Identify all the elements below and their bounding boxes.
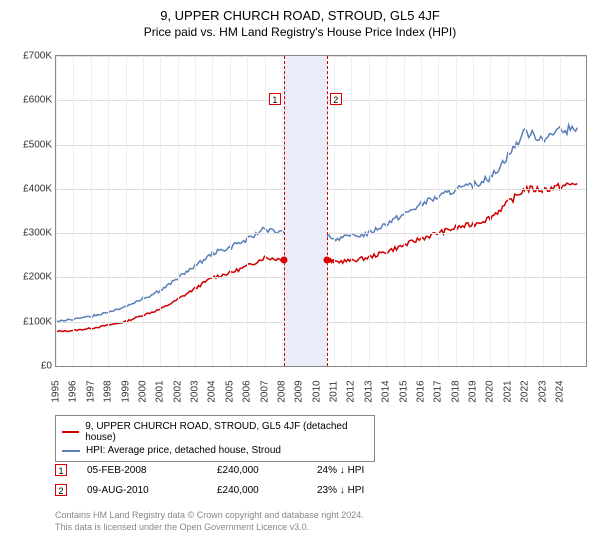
x-axis-label: 2021 (502, 380, 513, 402)
x-axis-label: 1998 (103, 380, 114, 402)
y-axis-label: £200K (23, 272, 52, 283)
sale-row-marker: 2 (55, 484, 67, 496)
x-axis-label: 1995 (51, 380, 62, 402)
x-axis-label: 2011 (329, 381, 340, 403)
x-axis-label: 2004 (207, 380, 218, 402)
chart-container: 9, UPPER CHURCH ROAD, STROUD, GL5 4JF Pr… (0, 0, 600, 560)
footer-line2: This data is licensed under the Open Gov… (55, 522, 364, 534)
gridline-v (456, 56, 457, 366)
sale-row: 1 05-FEB-2008£240,00024% ↓ HPI (55, 460, 417, 480)
sale-dot (280, 256, 287, 263)
x-axis-label: 2013 (363, 380, 374, 402)
x-axis-label: 2009 (294, 380, 305, 402)
x-axis-label: 2002 (172, 380, 183, 402)
sales-table: 1 05-FEB-2008£240,00024% ↓ HPI 2 09-AUG-201… (55, 460, 417, 500)
x-axis-label: 2014 (381, 380, 392, 402)
y-axis-label: £600K (23, 95, 52, 106)
sale-date: 09-AUG-2010 (87, 485, 217, 496)
x-axis-label: 2023 (537, 380, 548, 402)
x-axis-label: 2000 (137, 380, 148, 402)
gridline-v (143, 56, 144, 366)
marker-vline (327, 56, 328, 366)
gridline-v (490, 56, 491, 366)
sale-price: £240,000 (217, 485, 317, 496)
x-axis-label: 2008 (276, 380, 287, 402)
chart-title: 9, UPPER CHURCH ROAD, STROUD, GL5 4JF (0, 0, 600, 23)
sale-date: 05-FEB-2008 (87, 465, 217, 476)
gridline-v (178, 56, 179, 366)
y-axis-label: £300K (23, 228, 52, 239)
y-axis-label: £400K (23, 183, 52, 194)
legend-swatch (62, 431, 79, 433)
gridline-v (473, 56, 474, 366)
gridline-v (525, 56, 526, 366)
x-axis-label: 2003 (190, 380, 201, 402)
plot-area: £0£100K£200K£300K£400K£500K£600K£700K199… (55, 55, 587, 367)
sale-row-marker: 1 (55, 464, 67, 476)
gridline-v (386, 56, 387, 366)
gridline-v (438, 56, 439, 366)
legend-label: HPI: Average price, detached house, Stro… (86, 445, 281, 456)
gridline-v (560, 56, 561, 366)
x-axis-label: 1997 (85, 380, 96, 402)
x-axis-label: 2016 (415, 380, 426, 402)
footer-attribution: Contains HM Land Registry data © Crown c… (55, 510, 364, 533)
gridline-v (404, 56, 405, 366)
y-axis-label: £0 (41, 361, 52, 372)
gridline-v (195, 56, 196, 366)
transaction-band (284, 56, 327, 366)
sale-price: £240,000 (217, 465, 317, 476)
legend-box: 9, UPPER CHURCH ROAD, STROUD, GL5 4JF (d… (55, 415, 375, 462)
sale-row: 2 09-AUG-2010£240,00023% ↓ HPI (55, 480, 417, 500)
x-axis-label: 2020 (485, 380, 496, 402)
gridline-v (160, 56, 161, 366)
gridline-v (91, 56, 92, 366)
x-axis-label: 2001 (155, 380, 166, 402)
gridline-v (247, 56, 248, 366)
sale-diff: 24% ↓ HPI (317, 465, 417, 476)
x-axis-label: 2022 (520, 380, 531, 402)
gridline-v (421, 56, 422, 366)
gridline-v (126, 56, 127, 366)
sale-marker-box: 1 (269, 93, 281, 105)
gridline-v (508, 56, 509, 366)
x-axis-label: 2006 (242, 380, 253, 402)
gridline-v (56, 56, 57, 366)
x-axis-label: 2015 (398, 380, 409, 402)
footer-line1: Contains HM Land Registry data © Crown c… (55, 510, 364, 522)
gridline-v (543, 56, 544, 366)
gridline-v (73, 56, 74, 366)
gridline-v (108, 56, 109, 366)
sale-diff: 23% ↓ HPI (317, 485, 417, 496)
x-axis-label: 2007 (259, 380, 270, 402)
x-axis-label: 2017 (433, 380, 444, 402)
x-axis-label: 1999 (120, 380, 131, 402)
gridline-v (369, 56, 370, 366)
legend-label: 9, UPPER CHURCH ROAD, STROUD, GL5 4JF (d… (85, 421, 368, 443)
y-axis-label: £100K (23, 316, 52, 327)
legend-item: 9, UPPER CHURCH ROAD, STROUD, GL5 4JF (d… (62, 420, 368, 444)
sale-marker-box: 2 (330, 93, 342, 105)
legend-item: HPI: Average price, detached house, Stro… (62, 444, 368, 457)
marker-vline (284, 56, 285, 366)
gridline-v (265, 56, 266, 366)
x-axis-label: 2010 (311, 380, 322, 402)
x-axis-label: 2018 (450, 380, 461, 402)
gridline-v (230, 56, 231, 366)
x-axis-label: 2012 (346, 380, 357, 402)
sale-dot (324, 256, 331, 263)
x-axis-label: 2005 (224, 380, 235, 402)
y-axis-label: £500K (23, 139, 52, 150)
x-axis-label: 1996 (68, 380, 79, 402)
chart-subtitle: Price paid vs. HM Land Registry's House … (0, 23, 600, 39)
gridline-v (212, 56, 213, 366)
x-axis-label: 2019 (468, 380, 479, 402)
y-axis-label: £700K (23, 51, 52, 62)
x-axis-label: 2024 (554, 380, 565, 402)
legend-swatch (62, 450, 80, 452)
gridline-v (351, 56, 352, 366)
